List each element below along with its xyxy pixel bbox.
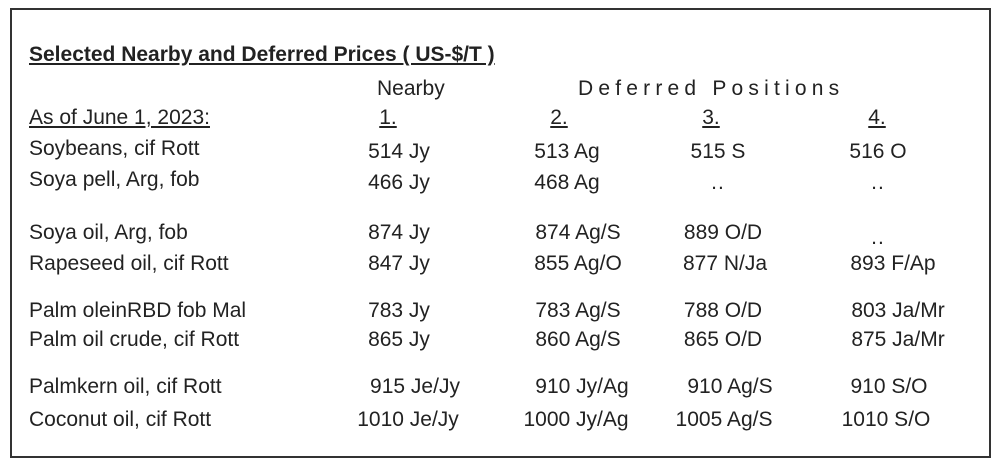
row-value-3: 877 N/Ja: [682, 252, 768, 275]
row-value-nearby: 514 Jy: [368, 140, 430, 163]
row-label: Soybeans, cif Rott: [29, 137, 200, 160]
row-value-2: 874 Ag/S: [535, 221, 621, 244]
row-value-4: 516 O: [849, 140, 907, 163]
row-value-3: ..: [711, 171, 725, 194]
row-label: Palmkern oil, cif Rott: [29, 375, 222, 398]
row-value-2: 1000 Jy/Ag: [523, 408, 629, 431]
row-value-nearby: 466 Jy: [368, 171, 430, 194]
price-table-frame: Selected Nearby and Deferred Prices ( US…: [10, 8, 991, 458]
row-value-4: ..: [871, 226, 885, 249]
row-label: Palm oleinRBD fob Mal: [29, 299, 247, 322]
row-value-nearby: 874 Jy: [368, 221, 430, 244]
row-value-3: 1005 Ag/S: [675, 408, 773, 431]
row-value-2: 855 Ag/O: [534, 252, 622, 275]
row-label: Soya oil, Arg, fob: [29, 221, 188, 244]
row-value-4: 875 Ja/Mr: [851, 328, 945, 351]
row-value-4: ..: [871, 171, 885, 194]
table-title: Selected Nearby and Deferred Prices ( US…: [29, 43, 495, 66]
row-value-2: 860 Ag/S: [535, 328, 621, 351]
column-header-1: 1.: [379, 106, 397, 129]
column-header-3: 3.: [702, 106, 720, 129]
row-value-3: 515 S: [690, 140, 746, 163]
row-value-4: 910 S/O: [850, 375, 928, 398]
column-header-4: 4.: [868, 106, 886, 129]
row-value-nearby: 1010 Je/Jy: [357, 408, 459, 431]
row-value-4: 893 F/Ap: [850, 252, 936, 275]
row-value-2: 783 Ag/S: [535, 299, 621, 322]
row-label: Palm oil crude, cif Rott: [29, 328, 240, 351]
nearby-header: Nearby: [377, 77, 445, 100]
row-value-4: 1010 S/O: [841, 408, 931, 431]
column-header-2: 2.: [550, 106, 568, 129]
row-label: Rapeseed oil, cif Rott: [29, 252, 229, 275]
row-value-nearby: 783 Jy: [368, 299, 430, 322]
row-label: Soya pell, Arg, fob: [29, 168, 200, 191]
row-value-4: 803 Ja/Mr: [851, 299, 945, 322]
row-value-2: 513 Ag: [534, 140, 600, 163]
row-value-2: 910 Jy/Ag: [535, 375, 629, 398]
as-of-date: As of June 1, 2023:: [29, 106, 210, 129]
row-value-3: 865 O/D: [683, 328, 763, 351]
row-value-nearby: 865 Jy: [368, 328, 430, 351]
row-value-3: 788 O/D: [683, 299, 763, 322]
deferred-positions-header: Deferred Positions: [578, 77, 845, 100]
row-value-3: 889 O/D: [683, 221, 763, 244]
row-value-nearby: 915 Je/Jy: [370, 375, 460, 398]
row-value-2: 468 Ag: [534, 171, 600, 194]
row-label: Coconut oil, cif Rott: [29, 408, 212, 431]
row-value-3: 910 Ag/S: [687, 375, 773, 398]
row-value-nearby: 847 Jy: [368, 252, 430, 275]
